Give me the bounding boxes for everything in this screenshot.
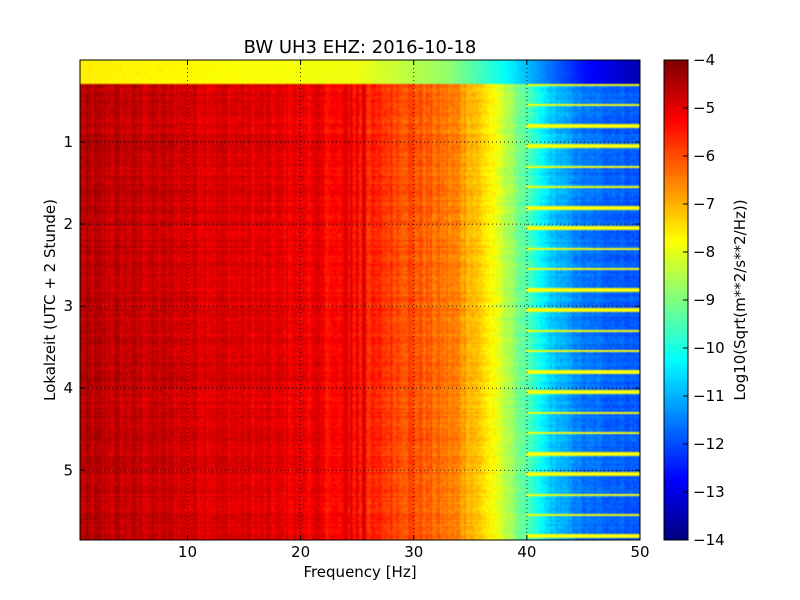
colorbar-tick-label: −9	[693, 291, 715, 309]
y-tick-label: 5	[63, 461, 73, 479]
y-tick-label: 4	[63, 379, 73, 397]
x-tick-label: 40	[517, 543, 536, 561]
x-tick-label: 20	[291, 543, 310, 561]
colorbar-tick-label: −5	[693, 99, 715, 117]
plot-area: 10 20 30 40 50 1 2 3 4 5	[63, 59, 650, 561]
colorbar-tick-label: −13	[693, 483, 725, 501]
y-tick-label: 1	[63, 133, 73, 151]
colorbar-tick-label: −12	[693, 435, 725, 453]
colorbar-tick-label: −7	[693, 195, 715, 213]
chart-title: BW UH3 EHZ: 2016-10-18	[244, 37, 477, 58]
colorbar-tick-label: −14	[693, 531, 725, 549]
colorbar: −4 −5 −6 −7 −8 −9 −10 −11 −12 −13 −14	[663, 51, 725, 549]
colorbar-tick-label: −11	[693, 387, 725, 405]
grid-lines	[80, 60, 640, 540]
y-axis-ticks: 1 2 3 4 5	[63, 133, 640, 479]
plot-frame	[79, 59, 641, 541]
colorbar-tick-label: −4	[693, 51, 715, 69]
colorbar-tick-label: −8	[693, 243, 715, 261]
y-tick-label: 3	[63, 297, 73, 315]
heatmap-image	[80, 60, 640, 540]
x-tick-label: 30	[404, 543, 423, 561]
x-axis-label: Frequency [Hz]	[303, 563, 416, 581]
colorbar-tick-label: −10	[693, 339, 725, 357]
x-tick-label: 50	[630, 543, 649, 561]
colorbar-label: Log10(Sqrt(m**2/s**2/Hz))	[731, 199, 749, 400]
x-axis-ticks: 10 20 30 40 50	[178, 60, 650, 561]
y-tick-label: 2	[63, 215, 73, 233]
y-axis-label: Lokalzeit (UTC + 2 Stunde)	[41, 199, 59, 401]
colorbar-tick-label: −6	[693, 147, 715, 165]
colorbar-ticks: −4 −5 −6 −7 −8 −9 −10 −11 −12 −13 −14	[683, 51, 725, 549]
x-tick-label: 10	[178, 543, 197, 561]
